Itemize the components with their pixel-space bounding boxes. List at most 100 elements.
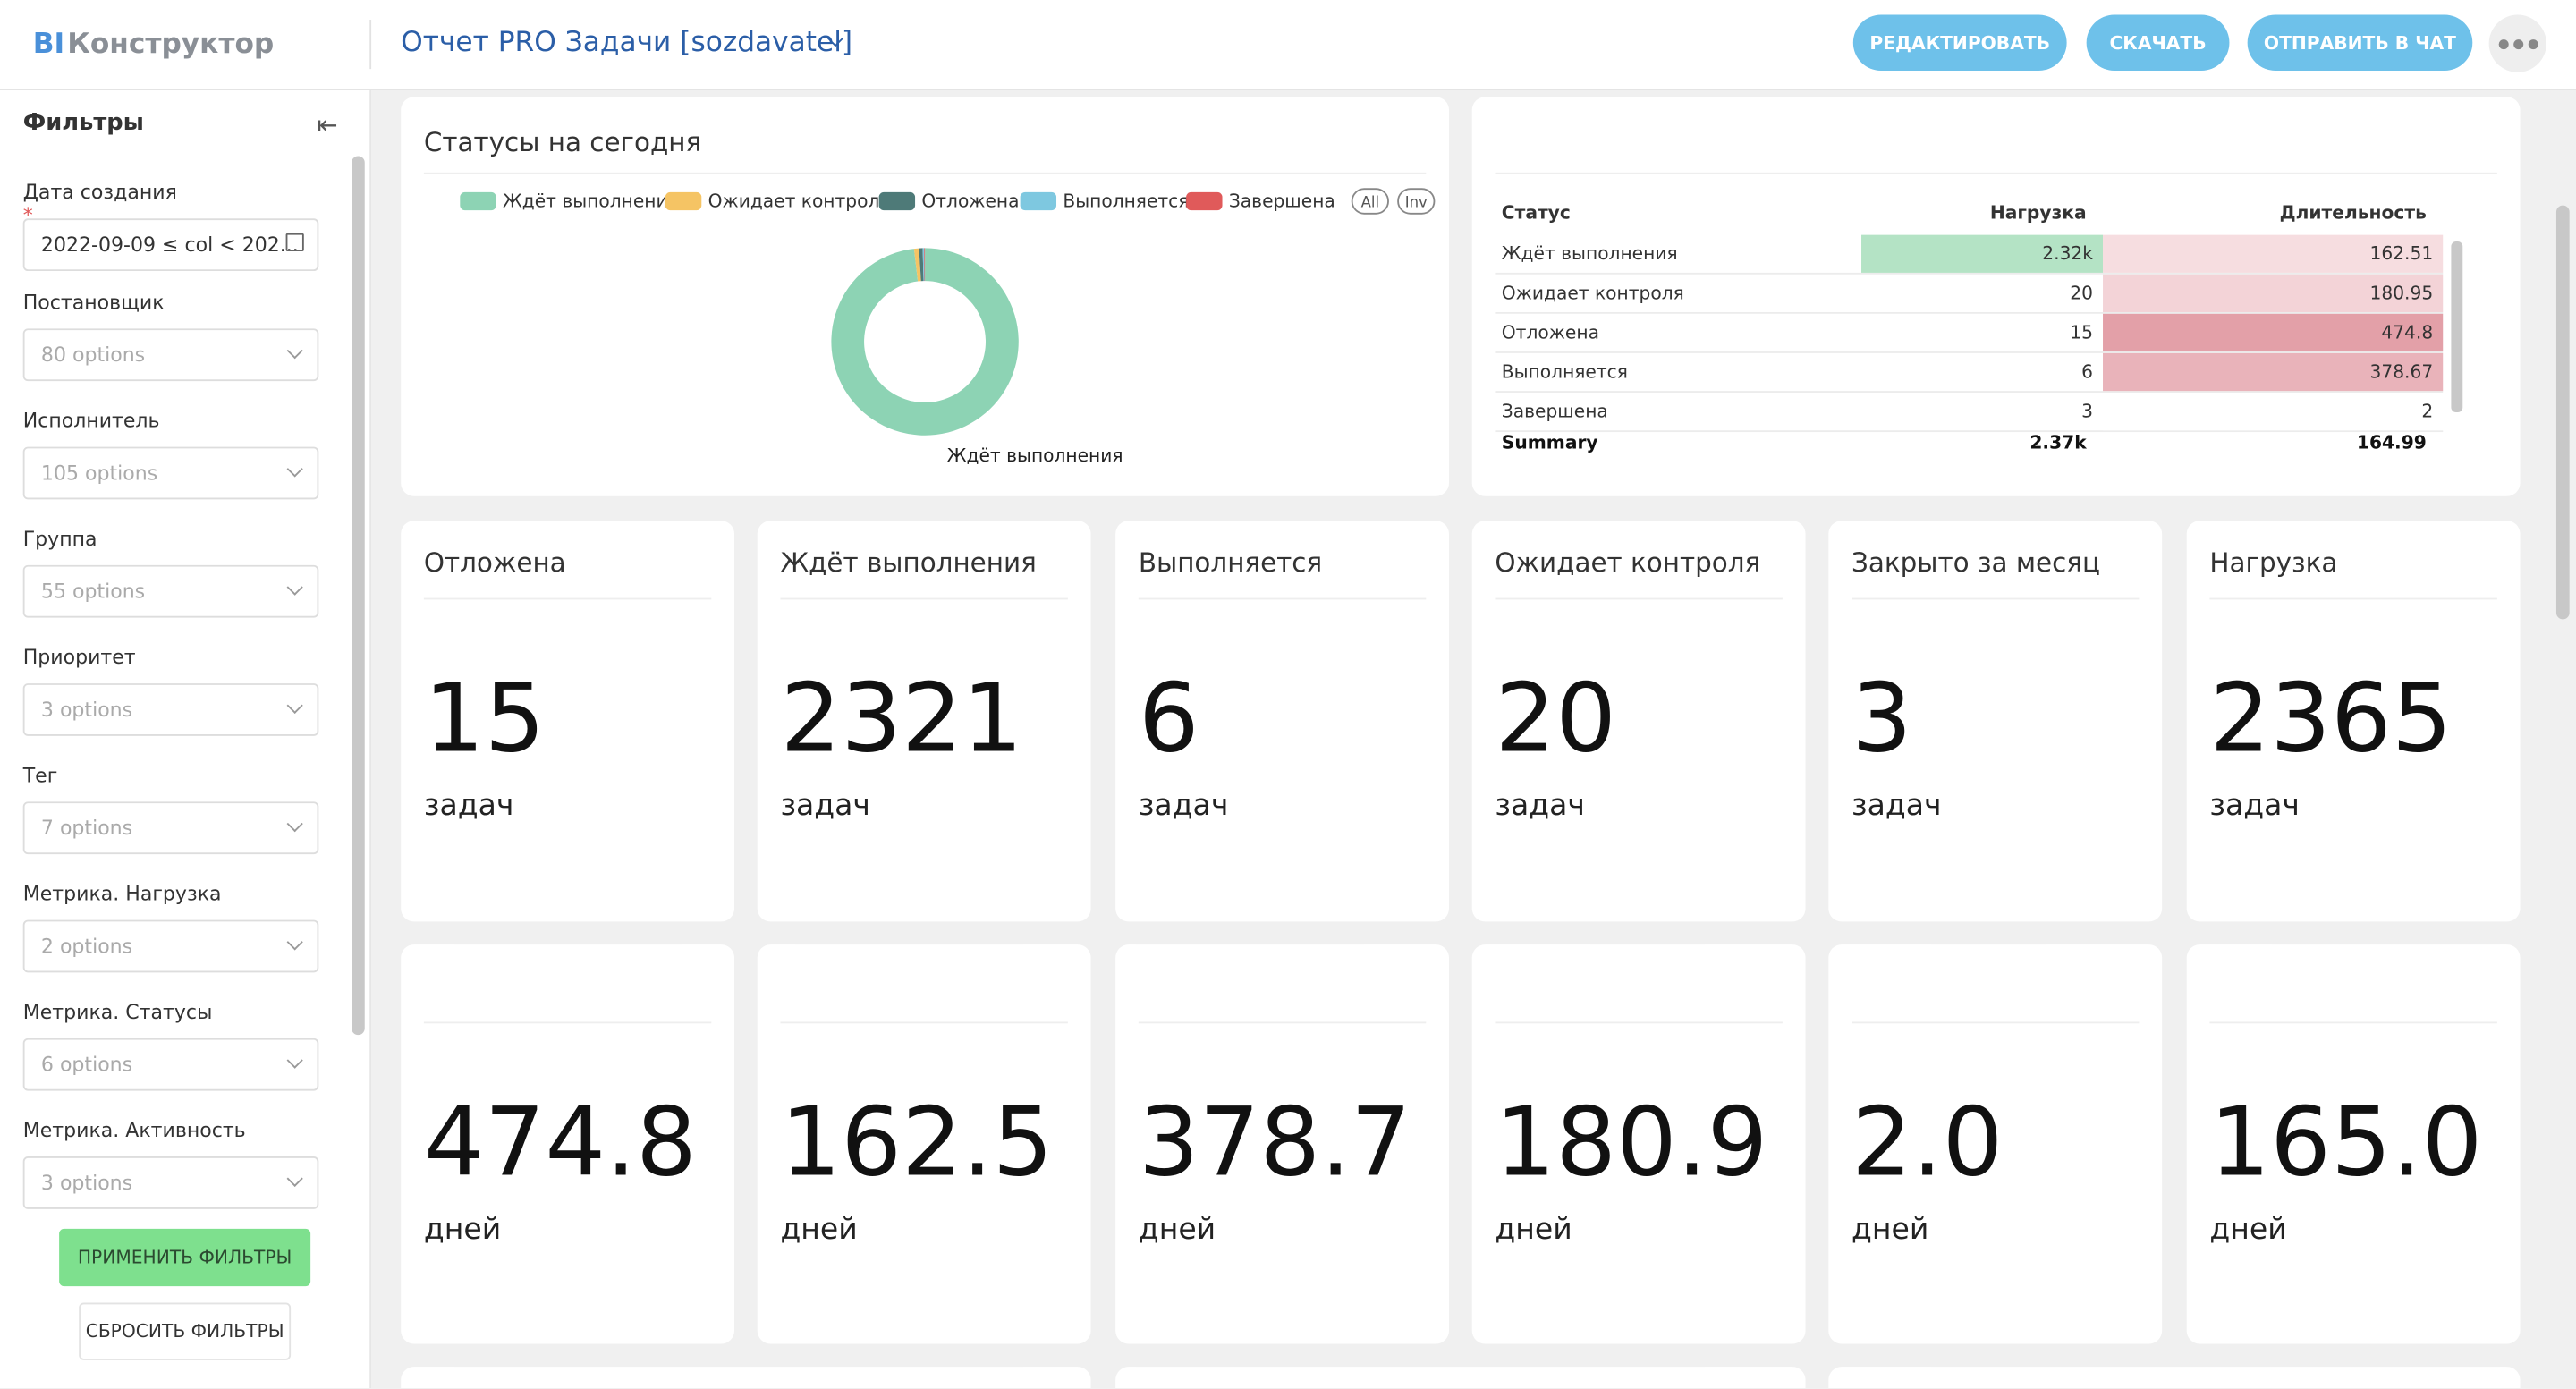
reset-button[interactable]: СБРОСИТЬ ФИЛЬТРЫ: [79, 1302, 292, 1360]
legend-label: Завершена: [1229, 190, 1335, 211]
logo-text: Конструктор: [67, 28, 275, 61]
kpi-unit: задач: [2209, 788, 2300, 824]
dot: [2527, 38, 2538, 49]
kpi-unit: задач: [423, 788, 514, 824]
legend-swatch: [878, 191, 916, 211]
kpi-unit: дней: [1495, 1212, 1572, 1248]
row-line: [1495, 272, 2444, 275]
header-button[interactable]: СКАЧАТЬ: [2086, 14, 2230, 71]
separator: [2209, 597, 2497, 600]
header-button[interactable]: РЕДАКТИРОВАТЬ: [1852, 14, 2067, 71]
filter-input[interactable]: 6 options: [22, 1038, 319, 1091]
table-cell: Завершена: [1501, 401, 1608, 423]
sidebar-title: Фильтры: [22, 110, 144, 137]
legend-swatch: [460, 191, 496, 211]
kpi-value: 15: [423, 662, 546, 775]
kpi-value: 20: [1495, 662, 1617, 775]
filter-placeholder: 55 options: [40, 580, 146, 604]
table-cell: Ожидает контроля: [1501, 282, 1684, 304]
filter-placeholder: 80 options: [40, 343, 146, 367]
donut-slice: [924, 248, 926, 282]
filter-placeholder: 3 options: [40, 698, 133, 722]
card-partial: [1828, 1367, 2521, 1389]
required-mark: *: [22, 203, 33, 227]
kpi-title: Отложена: [423, 546, 566, 579]
header-button[interactable]: ОТПРАВИТЬ В ЧАТ: [2247, 14, 2473, 71]
separator: [780, 597, 1068, 600]
filter-label: Группа: [22, 527, 97, 551]
column-header[interactable]: Длительность: [2279, 201, 2427, 224]
filter-label: Тег: [22, 764, 58, 787]
kpi-title: Закрыто за месяц: [1852, 546, 2100, 579]
kpi-card: Ожидает контроля 20 задач: [1471, 521, 1806, 922]
table-cell: 2.32k: [1861, 234, 2104, 273]
report-title[interactable]: Отчет PRO Задачи [sozdavatel]: [401, 26, 853, 60]
filter-label: Метрика. Активность: [22, 1118, 246, 1142]
kpi-card: 2.0 дней: [1828, 944, 2163, 1344]
filter-input[interactable]: 55 options: [22, 564, 319, 618]
filter-placeholder: 3 options: [40, 1171, 133, 1195]
kpi-card: 378.7 дней: [1115, 944, 1450, 1344]
legend-toggle-label: Inv: [1405, 193, 1428, 210]
table-cell: 378.67: [2103, 352, 2444, 392]
kpi-value: 2365: [2209, 662, 2453, 775]
table-cell: 20: [2070, 282, 2094, 304]
filter-input[interactable]: 2022-09-09 ≤ col < 202...: [22, 218, 319, 272]
kpi-card: 180.9 дней: [1471, 944, 1806, 1344]
main-scrollbar: [2555, 205, 2570, 620]
kpi-card: 165.0 дней: [2186, 944, 2521, 1344]
card-partial: [401, 1367, 1091, 1389]
legend-label: Отложена: [921, 190, 1019, 211]
table-cell: 180.95: [2103, 274, 2444, 312]
kpi-card: Закрыто за месяц 3 задач: [1828, 521, 2163, 922]
table-cell: Ждёт выполнения: [1501, 242, 1678, 265]
column-header[interactable]: Статус: [1501, 201, 1571, 224]
table-cell: 3: [2081, 401, 2094, 423]
logo-bi: BI: [32, 28, 65, 61]
table-cell: 474.8: [2103, 313, 2444, 352]
column-header[interactable]: Нагрузка: [1989, 201, 2087, 224]
row-line: [1495, 311, 2444, 314]
filter-input[interactable]: 2 options: [22, 919, 319, 973]
separator: [1495, 1021, 1783, 1024]
donut-slice: [831, 248, 1019, 436]
kpi-unit: задач: [780, 788, 870, 824]
row-line: [1495, 351, 2444, 353]
filter-label: Дата создания *: [22, 181, 177, 227]
donut-slice: [913, 248, 921, 282]
kpi-unit: задач: [1495, 788, 1585, 824]
sidebar: Фильтры ⇤ Дата создания * 2022-09-09 ≤ col <…: [0, 90, 372, 1389]
legend-swatch: [1020, 191, 1057, 211]
filter-label: Исполнитель: [22, 409, 160, 433]
donut-slice: [922, 248, 925, 282]
filter-input[interactable]: 7 options: [22, 801, 319, 855]
kpi-value: 378.7: [1138, 1086, 1411, 1198]
more-button[interactable]: [2488, 14, 2546, 72]
summary-cell: 2.37k: [2029, 432, 2087, 453]
separator: [423, 597, 712, 600]
calendar-icon: [285, 233, 304, 252]
filter-label: Метрика. Статусы: [22, 1000, 213, 1024]
separator: [1495, 597, 1783, 600]
separator: [1495, 172, 2497, 174]
filter-input[interactable]: 105 options: [22, 446, 319, 500]
row-line: [1495, 391, 2444, 393]
legend-label: Ждёт выполнения: [503, 190, 679, 211]
filter-input[interactable]: 80 options: [22, 328, 319, 382]
filter-label: Приоритет: [22, 645, 136, 669]
separator: [1138, 1021, 1427, 1024]
dot: [2512, 38, 2523, 49]
summary-cell: 164.99: [2356, 432, 2427, 453]
filter-input[interactable]: 3 options: [22, 1156, 319, 1209]
legend-toggle-label: All: [1361, 193, 1379, 210]
kpi-value: 165.0: [2209, 1086, 2483, 1198]
legend-label: Ожидает контроля: [708, 190, 891, 211]
divider: [369, 20, 372, 70]
filter-label: Метрика. Нагрузка: [22, 882, 222, 906]
filter-placeholder: 105 options: [40, 462, 158, 485]
filter-input[interactable]: 3 options: [22, 683, 319, 736]
kpi-unit: дней: [2209, 1212, 2287, 1248]
filter-placeholder: 2 options: [40, 935, 133, 958]
apply-button[interactable]: ПРИМЕНИТЬ ФИЛЬТРЫ: [59, 1228, 311, 1287]
